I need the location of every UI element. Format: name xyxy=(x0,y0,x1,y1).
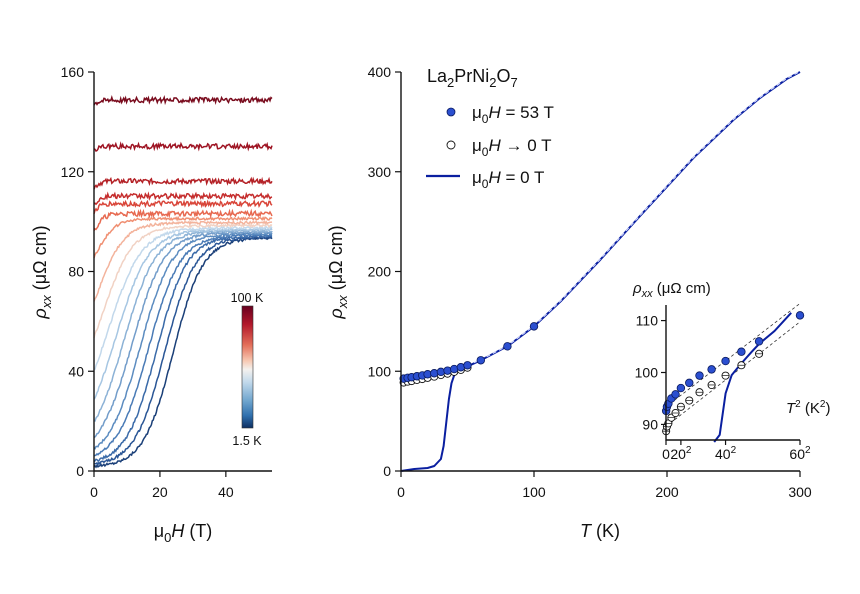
data-point-53T xyxy=(463,361,472,370)
field-sweep-curve xyxy=(93,229,273,439)
colorbar-max-label: 100 K xyxy=(231,291,264,305)
inset-point-53T xyxy=(671,390,680,399)
colorbar-min-label: 1.5 K xyxy=(232,434,262,448)
legend-label-zero-extrapolated: μ0H → 0 T xyxy=(472,136,551,159)
left-x-tick-label: 20 xyxy=(152,484,168,500)
right-y-tick-label: 100 xyxy=(368,363,392,379)
inset-x-tick-label: 602 xyxy=(789,445,811,462)
inset-y-axis-label: ρxx (μΩ cm) xyxy=(632,280,711,300)
field-sweep-curve xyxy=(93,215,273,259)
right-panel-temperature: 0 100 200 300 400 0 100 200 300 ρxx (μΩ cm) T (K… xyxy=(326,64,830,541)
left-y-tick-label: 0 xyxy=(76,463,84,479)
inset-point-53T xyxy=(695,371,704,380)
field-sweep-curve xyxy=(93,225,273,371)
right-x-tick-label: 100 xyxy=(522,484,546,500)
legend-label-zero-field: μ0H = 0 T xyxy=(472,168,544,191)
temperature-colorbar xyxy=(241,305,254,429)
right-x-axis-label: T (K) xyxy=(580,521,620,541)
field-sweep-curve xyxy=(93,222,273,339)
legend: μ0H = 53 T μ0H → 0 T μ0H = 0 T xyxy=(426,103,554,191)
legend-marker-zero-extrapolated xyxy=(446,140,456,150)
inset-point-53T xyxy=(707,365,716,374)
inset-point-53T xyxy=(676,383,686,393)
inset-curves xyxy=(661,303,805,443)
left-x-axis-label: μ0H (T) xyxy=(154,521,213,545)
inset-x-tick-label: 402 xyxy=(715,445,737,462)
compound-title: La2PrNi2O7 xyxy=(427,66,518,90)
inset-y-tick-label: 90 xyxy=(642,416,658,432)
inset-point-53T xyxy=(795,311,805,320)
data-point-53T xyxy=(476,356,485,365)
inset-point-53T xyxy=(685,378,694,388)
data-point-53T xyxy=(503,342,512,351)
right-y-tick-label: 0 xyxy=(383,463,391,479)
inset-fit-53T xyxy=(665,303,801,408)
inset-point-53T xyxy=(754,337,764,346)
right-x-tick-label: 200 xyxy=(655,484,679,500)
left-y-ticks: 0 40 80 120 160 xyxy=(61,64,94,479)
left-curves xyxy=(93,94,273,469)
field-sweep-curve xyxy=(93,94,273,106)
left-y-tick-label: 160 xyxy=(61,64,85,80)
right-y-axis-label: ρxx (μΩ cm) xyxy=(326,225,350,319)
right-axes-frame xyxy=(400,72,800,472)
left-panel-magnetoresistance: 0 40 80 120 160 0 20 40 ρxx (μΩ cm) μ0H (T) 10… xyxy=(30,64,273,545)
field-sweep-curve xyxy=(93,191,273,206)
inset-y-tick-label: 100 xyxy=(635,365,659,381)
field-sweep-curve xyxy=(93,233,273,463)
inset-x-axis-label: T2 (K2) xyxy=(786,399,830,417)
left-x-tick-label: 0 xyxy=(90,484,98,500)
left-y-tick-label: 120 xyxy=(61,164,85,180)
legend-label-53T: μ0H = 53 T xyxy=(472,103,554,126)
inset-point-53T xyxy=(721,356,730,366)
left-y-tick-label: 80 xyxy=(68,264,84,280)
right-y-tick-label: 200 xyxy=(368,264,392,280)
field-sweep-curve xyxy=(93,219,273,302)
inset-point-53T xyxy=(737,347,746,356)
left-y-tick-label: 40 xyxy=(68,363,84,379)
field-sweep-curve xyxy=(93,236,273,469)
field-sweep-curve xyxy=(93,141,273,152)
right-curves xyxy=(399,71,801,472)
field-sweep-curve xyxy=(93,176,273,190)
right-y-tick-label: 400 xyxy=(368,64,392,80)
inset-T2-plot: 90 100 110 0 202 402 602 ρxx (μΩ cm) T2 (K2) xyxy=(632,280,830,462)
left-y-axis-label: ρxx (μΩ cm) xyxy=(30,225,54,319)
inset-x-tick-label: 202 xyxy=(670,445,692,462)
field-sweep-curve xyxy=(93,208,273,231)
left-x-ticks: 0 20 40 xyxy=(90,471,234,500)
left-x-tick-label: 40 xyxy=(218,484,234,500)
right-ticks: 0 100 200 300 400 0 100 200 300 xyxy=(368,64,812,500)
inset-y-tick-label: 110 xyxy=(636,313,659,329)
zero-field-curve xyxy=(400,71,801,472)
right-x-tick-label: 300 xyxy=(788,484,812,500)
inset-x-tick-label: 0 xyxy=(662,446,670,462)
field-sweep-curve xyxy=(93,198,273,215)
data-point-53T xyxy=(529,322,539,331)
right-x-tick-label: 0 xyxy=(397,484,405,500)
legend-marker-53T xyxy=(446,107,456,117)
right-y-tick-label: 300 xyxy=(368,164,392,180)
